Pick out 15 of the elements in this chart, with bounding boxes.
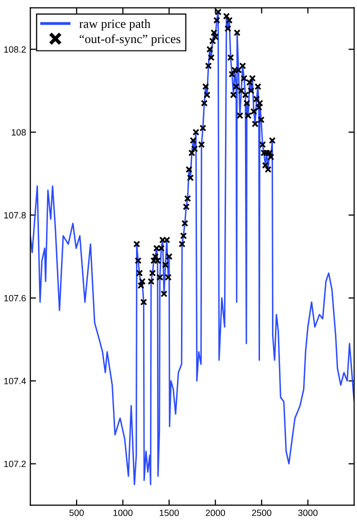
y-tick-label: 108 bbox=[12, 129, 26, 136]
x-tick-label: 2000 bbox=[206, 510, 226, 516]
x-tick-label: 1500 bbox=[160, 510, 179, 516]
y-tick-label: 107.8 bbox=[4, 212, 26, 218]
x-tick-label: 1000 bbox=[114, 510, 133, 516]
y-tick-label: 107.2 bbox=[4, 460, 26, 468]
legend-label: “out-of-sync” prices bbox=[80, 34, 180, 46]
y-tick-label: 108.2 bbox=[4, 46, 26, 53]
x-tick-label: 3000 bbox=[298, 510, 318, 516]
y-tick-label: 107.6 bbox=[4, 294, 26, 302]
legend-label: raw price path bbox=[79, 19, 150, 31]
y-tick-label: 107.4 bbox=[4, 378, 26, 384]
line-series bbox=[30, 11, 354, 486]
x-tick-label: 500 bbox=[69, 510, 84, 516]
x-tick-label: 2500 bbox=[252, 510, 272, 516]
